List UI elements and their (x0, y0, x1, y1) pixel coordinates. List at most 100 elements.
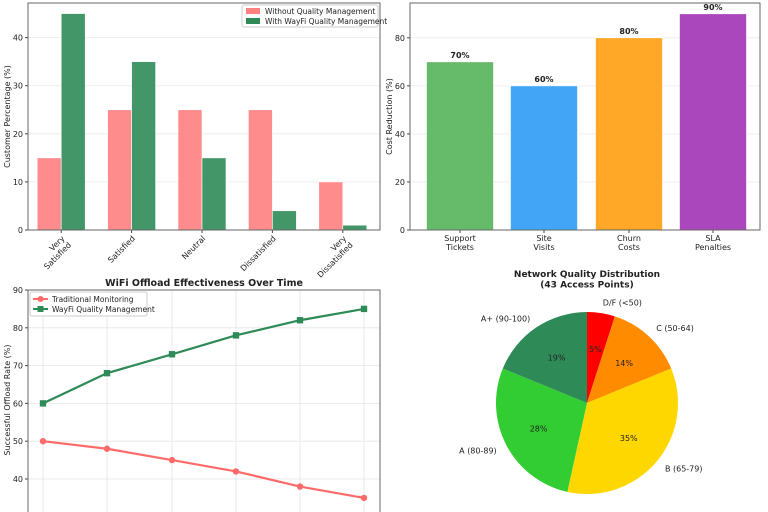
plot-frame (27, 289, 381, 512)
y-axis-label: Cost Reduction (%) (385, 78, 394, 155)
data-point (360, 494, 368, 502)
bar (107, 109, 132, 231)
legend-label: With WayFi Quality Management (265, 17, 387, 26)
legend-label: Traditional Monitoring (51, 295, 134, 304)
bar (272, 210, 297, 231)
bar (342, 224, 368, 231)
data-point (296, 317, 304, 324)
x-tick-label: Site Visits (533, 234, 554, 252)
slice-label: B (65-79) (665, 465, 703, 474)
y-tick-label: 30 (13, 82, 23, 91)
y-tick-label: 0 (400, 226, 405, 235)
y-tick-label: 0 (18, 226, 23, 235)
data-point (360, 305, 368, 313)
pie-slice (587, 316, 672, 403)
bar (426, 61, 494, 231)
slice-label: A+ (90-100) (481, 314, 530, 323)
offload-chart: WiFi Offload Effectiveness Over Time 40 50… (3, 278, 381, 512)
bar-value-label: 60% (534, 75, 553, 84)
slice-percent-label: 5% (589, 345, 602, 354)
bar (595, 37, 663, 231)
data-point (232, 332, 240, 339)
y-axis-label: Successful Offload Rate (%) (3, 344, 12, 455)
text-line: Visits (533, 243, 554, 252)
bar (318, 181, 344, 231)
bar (131, 61, 156, 231)
y-tick-label: 50 (13, 437, 23, 446)
y-axis-label: Customer Percentage (%) (3, 65, 12, 168)
y-tick-label: 10 (13, 178, 23, 187)
y-tick-label: 40 (13, 475, 23, 484)
bar (510, 85, 578, 231)
pie-slice (567, 368, 679, 495)
y-tick-label: 90 (13, 286, 23, 295)
y-tick-label: 80 (13, 324, 23, 333)
y-tick-label: 40 (13, 34, 23, 43)
y-tick-label: 60 (395, 82, 405, 91)
chart-title: Network Quality Distribution (43 Access P… (514, 270, 660, 290)
bar-value-label: 90% (703, 3, 722, 12)
y-tick-label: 80 (395, 34, 405, 43)
text-line: Churn (617, 234, 641, 243)
plot-area (28, 290, 380, 512)
text-line: SLA (705, 234, 721, 243)
y-tick-label: 60 (13, 399, 23, 408)
data-point (39, 438, 47, 445)
satisfaction-chart: 0 10 20 30 40 VerySatisfied Satisfied Neutral Di… (3, 2, 387, 280)
legend-label: Without Quality Management (265, 7, 375, 16)
text-line: Site (536, 234, 551, 243)
data-point (296, 483, 304, 490)
plot-frame (409, 2, 761, 231)
x-tick-label: VerySatisfied (36, 234, 73, 271)
text-line: Costs (618, 243, 640, 252)
slice-label: C (50-64) (656, 324, 694, 333)
x-tick-label: SLA Penalties (695, 234, 731, 252)
legend-marker (37, 306, 44, 312)
slice-percent-label: 19% (548, 354, 566, 363)
series-line (42, 440, 365, 499)
legend-marker (37, 296, 44, 302)
x-tick-label: Satisfied (106, 234, 137, 265)
chart-title: WiFi Offload Effectiveness Over Time (105, 278, 303, 289)
legend-label: WayFi Quality Management (52, 305, 155, 314)
series-line (42, 307, 365, 405)
cost-reduction-chart: 0 20 40 60 80 70% Support Tickets 60% Site Visits 8… (385, 2, 761, 252)
pie-slice (502, 312, 587, 403)
pie-slice (496, 368, 587, 492)
y-tick-label: 40 (395, 130, 405, 139)
data-point (168, 456, 176, 464)
text-line: (43 Access Points) (540, 280, 633, 290)
pie-slice (587, 312, 615, 403)
legend-box (241, 4, 379, 28)
bar (201, 157, 227, 231)
legend-swatch (246, 8, 260, 14)
x-tick-label: Dissatisfied (239, 234, 278, 273)
y-tick-label: 70 (13, 362, 23, 371)
bar (60, 13, 86, 231)
plot-frame (27, 2, 381, 231)
y-tick-label: 20 (395, 178, 405, 187)
data-point (103, 369, 111, 377)
x-tick-label: VeryDissatisfied (309, 234, 355, 280)
data-point (39, 400, 47, 407)
text-line: Penalties (695, 243, 731, 252)
text-line: Support (444, 234, 476, 243)
slice-percent-label: 14% (615, 359, 633, 368)
legend-box (29, 291, 148, 317)
text-line: Tickets (445, 243, 474, 252)
slice-label: D/F (<50) (603, 298, 642, 307)
x-tick-label: Support Tickets (444, 234, 476, 252)
bar (177, 109, 203, 231)
slice-label: A (80-89) (459, 446, 497, 455)
data-point (103, 445, 111, 452)
slice-percent-label: 35% (620, 434, 638, 443)
text-line: Network Quality Distribution (514, 270, 660, 280)
quality-pie-chart: Network Quality Distribution (43 Access P… (459, 270, 703, 495)
x-tick-label: Neutral (180, 234, 207, 261)
slice-percent-label: 28% (530, 424, 548, 433)
data-point (232, 468, 240, 475)
bar-value-label: 80% (619, 27, 638, 36)
